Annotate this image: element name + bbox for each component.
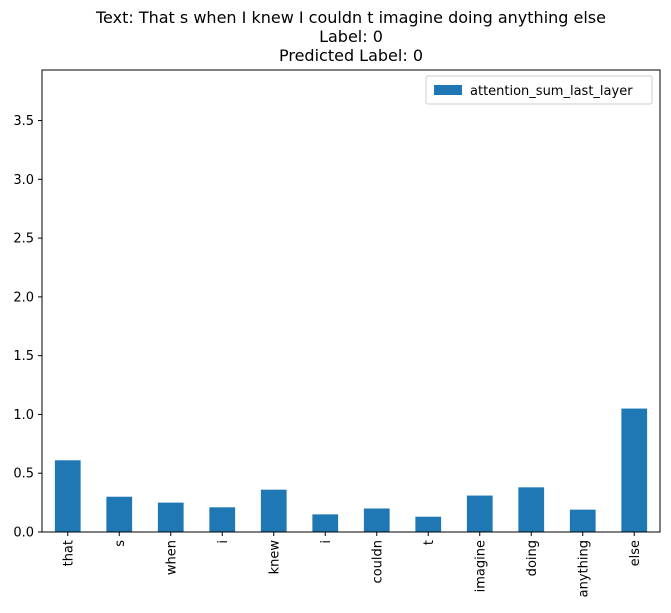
- bar: [312, 514, 339, 532]
- y-tick-label: 0.0: [13, 526, 34, 541]
- bar: [466, 495, 493, 532]
- bar: [54, 460, 81, 532]
- x-tick-label: that: [61, 540, 76, 566]
- y-tick-label: 1.0: [13, 408, 34, 423]
- title-line: Label: 0: [319, 27, 383, 46]
- plot-frame: [41, 69, 661, 533]
- y-tick-label: 2.5: [13, 232, 34, 247]
- x-tick-label: knew: [267, 540, 282, 575]
- x-tick-label: couldn: [370, 540, 385, 583]
- title-line: Text: That s when I knew I couldn t imag…: [95, 8, 606, 27]
- x-axis: that s when i knew i couldn t imagine doing anythi…: [61, 532, 643, 597]
- bar: [415, 516, 442, 532]
- x-tick-label: t: [422, 540, 437, 545]
- y-axis: 0.0 0.5 1.0 1.5 2.0 2.5 3.0 3.5: [13, 114, 42, 541]
- x-tick-label: doing: [525, 540, 540, 576]
- bar: [621, 408, 648, 532]
- bar: [518, 487, 545, 532]
- bar: [569, 509, 596, 532]
- legend-box: [425, 75, 653, 105]
- chart-title: Text: That s when I knew I couldn t imag…: [95, 8, 606, 65]
- y-tick-label: 1.5: [13, 349, 34, 364]
- bar: [260, 489, 287, 532]
- bar: [106, 496, 133, 532]
- x-tick-label: else: [628, 540, 643, 566]
- y-tick-label: 0.5: [13, 467, 34, 482]
- x-tick-label: imagine: [473, 540, 488, 592]
- legend: attention_sum_last_layer: [425, 75, 653, 105]
- bar: [157, 502, 184, 532]
- y-tick-label: 3.0: [13, 173, 34, 188]
- bar: [209, 507, 236, 532]
- x-tick-label: i: [216, 540, 231, 544]
- x-tick-label: i: [319, 540, 334, 544]
- y-tick-label: 2.0: [13, 290, 34, 305]
- x-tick-label: when: [164, 540, 179, 575]
- bar: [363, 508, 390, 532]
- title-line: Predicted Label: 0: [279, 46, 423, 65]
- y-tick-label: 3.5: [13, 114, 34, 129]
- legend-label: attention_sum_last_layer: [470, 84, 633, 99]
- x-tick-label: anything: [576, 540, 591, 597]
- bars-group: [54, 408, 648, 532]
- x-tick-label: s: [113, 540, 128, 547]
- legend-swatch: [434, 85, 462, 95]
